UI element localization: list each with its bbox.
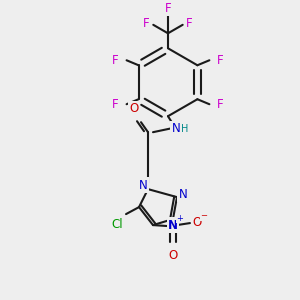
Text: F: F <box>143 17 150 30</box>
Text: N: N <box>168 219 178 232</box>
Text: O: O <box>192 216 202 229</box>
Text: N: N <box>172 122 180 135</box>
Text: F: F <box>165 2 171 15</box>
Text: F: F <box>112 98 119 111</box>
Text: O: O <box>129 102 139 115</box>
Text: F: F <box>186 17 193 30</box>
Text: F: F <box>217 54 224 67</box>
Text: N: N <box>178 188 187 201</box>
Text: F: F <box>112 54 119 67</box>
Text: +: + <box>176 214 183 223</box>
Text: Cl: Cl <box>111 218 123 231</box>
Text: H: H <box>181 124 189 134</box>
Text: F: F <box>217 98 224 111</box>
Text: −: − <box>200 212 207 220</box>
Text: N: N <box>139 178 147 192</box>
Text: O: O <box>168 249 178 262</box>
